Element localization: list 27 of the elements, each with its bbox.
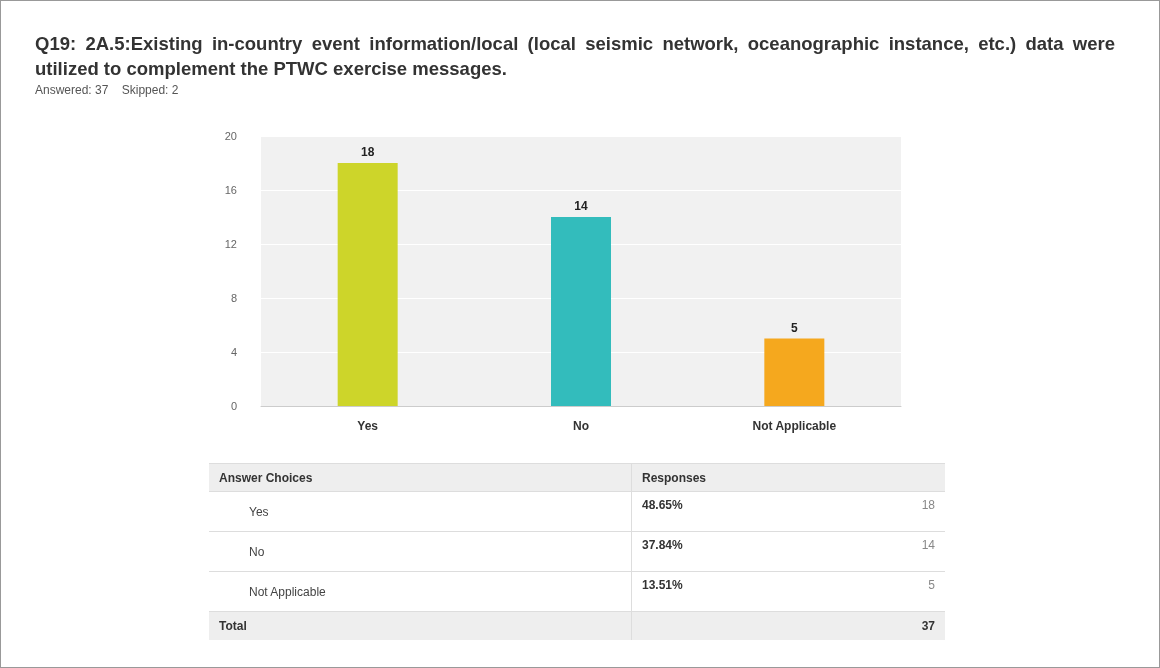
y-tick-label: 20 — [224, 130, 237, 142]
y-tick-label: 16 — [224, 184, 237, 196]
data-label: 18 — [360, 145, 375, 159]
y-tick-label: 12 — [224, 238, 237, 250]
chart-title: Q19: 2A.5:Existing in-country event information/local (local seismic network, oceanographic instance, etc.) data were utilized to complement the PTWC exercise messages. — [35, 32, 1115, 81]
text: 5 — [834, 571, 945, 612]
category-label: No — [249, 544, 265, 559]
x-tick-label: Not Applicable — [752, 419, 837, 433]
text: 14 — [834, 531, 945, 572]
category-label: Not Applicable — [249, 584, 326, 599]
text: Answer Choices — [209, 463, 632, 492]
y-tick-label: 0 — [230, 400, 237, 412]
x-tick-label: No — [573, 419, 589, 433]
y-tick-label: 4 — [230, 346, 237, 358]
text: Responses — [631, 463, 945, 492]
text: Answered: 37 Skipped: 2 — [35, 83, 179, 97]
text: 37.84% — [631, 531, 835, 572]
y-tick-label: 8 — [230, 292, 237, 304]
x-tick-label: Yes — [357, 419, 379, 433]
text: Total — [209, 611, 632, 640]
text: 37 — [834, 611, 945, 640]
data-label: 14 — [574, 199, 588, 213]
text: 18 — [834, 491, 945, 532]
data-label: 5 — [790, 320, 798, 335]
category-label: Yes — [249, 504, 269, 519]
text: 13.51% — [631, 571, 835, 612]
text: 48.65% — [631, 491, 835, 532]
